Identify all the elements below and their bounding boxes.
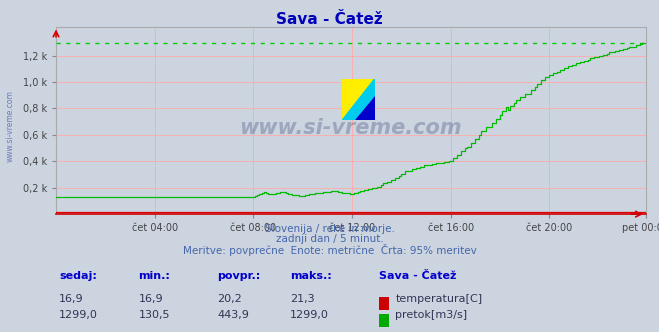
Text: www.si-vreme.com: www.si-vreme.com [5, 90, 14, 162]
Text: www.si-vreme.com: www.si-vreme.com [240, 118, 462, 138]
Text: Sava - Čatež: Sava - Čatež [276, 12, 383, 27]
Text: sedaj:: sedaj: [59, 271, 97, 281]
Text: 16,9: 16,9 [59, 294, 84, 304]
Text: 21,3: 21,3 [290, 294, 314, 304]
Polygon shape [355, 96, 374, 121]
Polygon shape [342, 79, 374, 121]
Text: 443,9: 443,9 [217, 310, 249, 320]
Text: Slovenija / reke in morje.: Slovenija / reke in morje. [264, 224, 395, 234]
Text: 1299,0: 1299,0 [290, 310, 329, 320]
Text: 20,2: 20,2 [217, 294, 243, 304]
Text: temperatura[C]: temperatura[C] [395, 294, 482, 304]
Text: min.:: min.: [138, 271, 170, 281]
Text: 130,5: 130,5 [138, 310, 170, 320]
Text: povpr.:: povpr.: [217, 271, 261, 281]
Polygon shape [342, 79, 374, 121]
Text: Meritve: povprečne  Enote: metrične  Črta: 95% meritev: Meritve: povprečne Enote: metrične Črta:… [183, 244, 476, 256]
Text: zadnji dan / 5 minut.: zadnji dan / 5 minut. [275, 234, 384, 244]
Text: Sava - Čatež: Sava - Čatež [379, 271, 456, 281]
Text: maks.:: maks.: [290, 271, 331, 281]
Text: 16,9: 16,9 [138, 294, 163, 304]
Text: pretok[m3/s]: pretok[m3/s] [395, 310, 467, 320]
Text: 1299,0: 1299,0 [59, 310, 98, 320]
